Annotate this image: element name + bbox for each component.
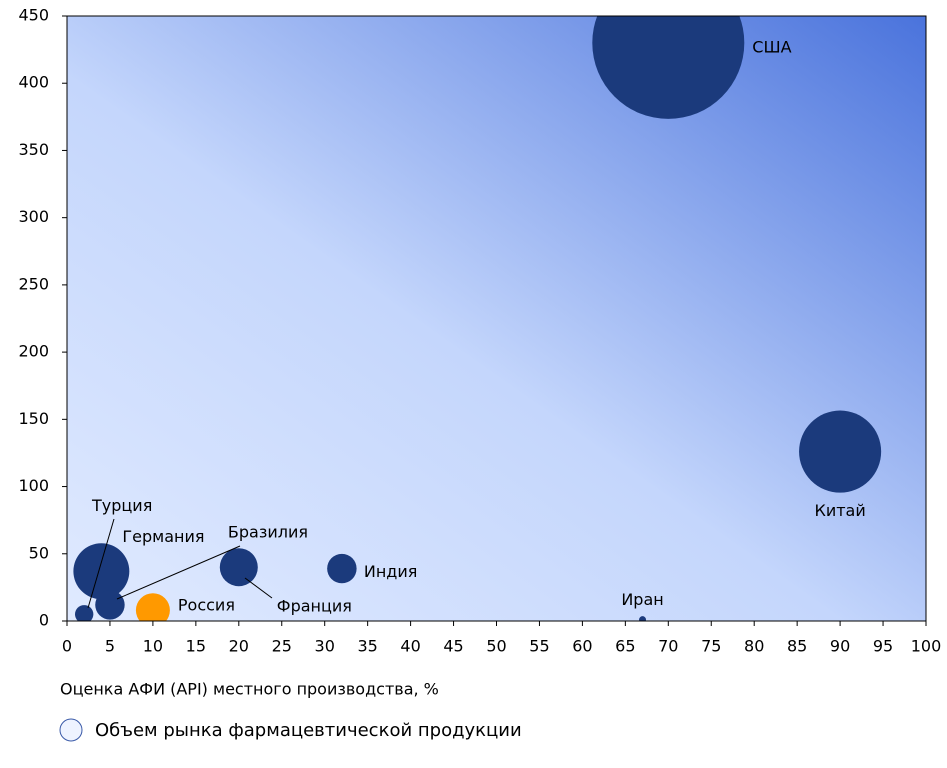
y-tick-label: 100: [18, 476, 49, 495]
legend-icon: [59, 718, 83, 742]
x-tick-label: 70: [658, 637, 678, 656]
bubble: [799, 410, 882, 493]
x-tick-label: 55: [529, 637, 549, 656]
x-tick-label: 85: [787, 637, 807, 656]
bubble-label: Германия: [122, 527, 204, 546]
x-tick-label: 15: [186, 637, 206, 656]
y-tick-label: 50: [29, 543, 49, 562]
x-tick-label: 30: [315, 637, 335, 656]
x-axis-label: Оценка АФИ (API) местного производства, …: [60, 680, 439, 699]
bubble-label: Индия: [364, 562, 418, 581]
x-tick-label: 50: [486, 637, 506, 656]
x-tick-label: 60: [572, 637, 592, 656]
bubble: [592, 16, 745, 119]
x-tick-label: 10: [143, 637, 163, 656]
bubble-label: Турция: [91, 496, 152, 515]
y-tick-label: 200: [18, 342, 49, 361]
x-tick-label: 35: [357, 637, 377, 656]
bubble-label: США: [752, 37, 791, 56]
x-tick-label: 40: [400, 637, 420, 656]
x-tick-label: 75: [701, 637, 721, 656]
leader-line: [116, 545, 241, 600]
bubble: [327, 553, 357, 584]
x-tick-label: 80: [744, 637, 764, 656]
bubble: [639, 616, 646, 621]
bubbles: [73, 16, 882, 621]
leader-line: [87, 518, 115, 609]
x-tick-label: 0: [62, 637, 72, 656]
x-tick-label: 25: [272, 637, 292, 656]
y-tick-label: 250: [18, 274, 49, 293]
x-tick-label: 100: [911, 637, 942, 656]
x-tick-label: 95: [873, 637, 893, 656]
y-tick-label: 450: [18, 6, 49, 25]
x-tick-label: 5: [105, 637, 115, 656]
x-tick-label: 45: [443, 637, 463, 656]
y-tick-label: 400: [18, 73, 49, 92]
bubble-label: Китай: [814, 501, 865, 520]
x-tick-label: 65: [615, 637, 635, 656]
y-tick-label: 0: [39, 611, 49, 630]
bubble: [75, 605, 94, 621]
y-tick-label: 150: [18, 409, 49, 428]
x-tick-label: 90: [830, 637, 850, 656]
x-tick-label: 20: [229, 637, 249, 656]
leader-line: [244, 577, 273, 599]
legend-label: Объем рынка фармацевтической продукции: [95, 720, 522, 741]
bubble-label: Россия: [178, 596, 235, 615]
y-tick-label: 350: [18, 140, 49, 159]
plot-area: [67, 16, 926, 621]
y-tick-label: 300: [18, 207, 49, 226]
bubble-label: Иран: [621, 590, 663, 609]
bubble: [73, 543, 130, 600]
bubble: [135, 593, 170, 621]
bubble-label: Франция: [277, 597, 352, 616]
bubble: [219, 548, 258, 587]
bubble: [95, 590, 125, 620]
bubble-label: Бразилия: [228, 522, 308, 541]
